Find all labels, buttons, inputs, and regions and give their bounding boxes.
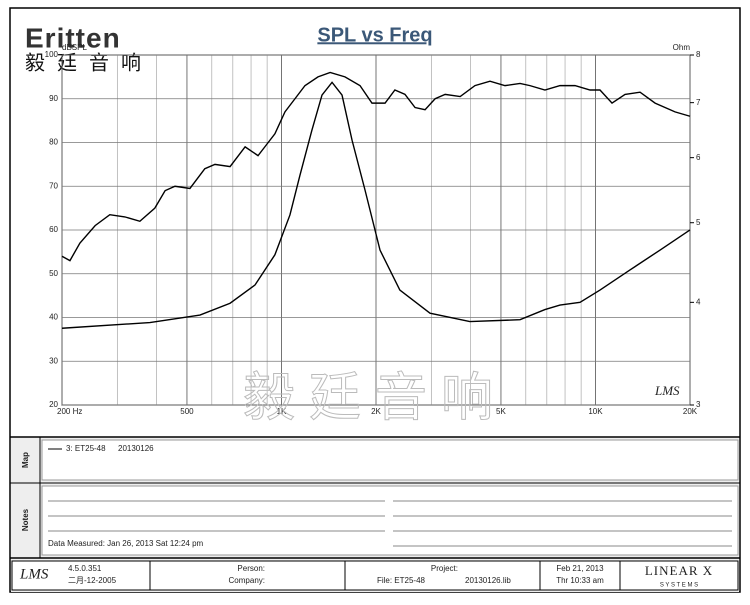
y-tick-label: 80: [49, 138, 58, 147]
legend-entry: 3: ET25-48: [66, 444, 106, 453]
y-tick-label: 100: [45, 50, 59, 59]
build-date: 二月-12-2005: [68, 576, 117, 585]
x-tick-label: 5K: [496, 407, 506, 416]
y-label: dBSPL: [62, 43, 87, 52]
legend-date: 20130126: [118, 444, 154, 453]
x-tick-label: 1K: [277, 407, 287, 416]
map-label: Map: [21, 452, 30, 468]
y2-tick-label: 8: [696, 50, 701, 59]
notes-box: [41, 485, 739, 556]
y-tick-label: 70: [49, 181, 58, 190]
x-tick-label: 500: [180, 407, 194, 416]
y2-tick-label: 6: [696, 153, 701, 162]
note-lines: [48, 500, 732, 547]
y-tick-label: 50: [49, 269, 58, 278]
notes-label: Notes: [21, 508, 30, 531]
series-line: [61, 81, 691, 329]
annotation: LMS: [654, 383, 680, 398]
x-tick-label: 10K: [588, 407, 603, 416]
brand: LINEAR X: [645, 563, 713, 578]
person: Person:: [237, 564, 265, 573]
y2-label: Ohm: [673, 43, 691, 52]
y2-tick-label: 4: [696, 297, 701, 306]
y-tick-label: 90: [49, 94, 58, 103]
date: Feb 21, 2013: [556, 564, 604, 573]
footer-logo: LMS: [19, 566, 49, 582]
y-tick-label: 20: [49, 400, 58, 409]
y-tick-label: 40: [49, 313, 58, 322]
measured: Data Measured: Jan 26, 2013 Sat 12:24 pm: [48, 539, 204, 548]
version: 4.5.0.351: [68, 564, 102, 573]
watermark: 毅廷音响: [243, 369, 507, 429]
y-tick-label: 30: [49, 356, 58, 365]
footer-cells: [11, 560, 739, 591]
chart-title: SPL vs Freq: [317, 24, 432, 46]
x-tick-label: 200 Hz: [57, 407, 82, 416]
brand-sub: S Y S T E M S: [660, 583, 698, 589]
logo-chinese: 毅廷音响: [25, 51, 153, 74]
y-tick-label: 60: [49, 225, 58, 234]
time: Thr 10:33 am: [556, 576, 604, 585]
y2-tick-label: 5: [696, 218, 701, 227]
map-box: [41, 439, 739, 481]
y2-tick-label: 7: [696, 98, 701, 107]
y2-tick-label: 3: [696, 400, 701, 409]
series-line: [61, 71, 691, 262]
lib: 20130126.lib: [465, 576, 511, 585]
x-tick-label: 20K: [683, 407, 698, 416]
logo-brand: Eritten: [25, 22, 121, 53]
file: File: ET25-48: [377, 576, 426, 585]
x-tick-label: 2K: [371, 407, 381, 416]
project: Project:: [431, 564, 458, 573]
company: Company:: [229, 576, 265, 585]
